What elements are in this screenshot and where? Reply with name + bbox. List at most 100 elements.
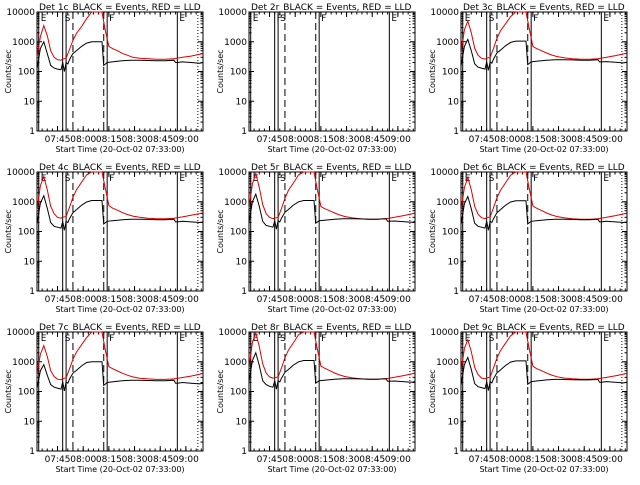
x-tick-label: 08:30 (334, 295, 360, 305)
x-tick-label: 08:45 (359, 135, 385, 145)
series-line-events (460, 355, 628, 391)
x-tick-label: 08:00 (70, 135, 96, 145)
marker-label: F (533, 334, 538, 344)
marker-label: S (65, 14, 71, 24)
panel-8: 1 10 100 1000 10000 07:45 08:00 08:15 08:30 08:45… (216, 323, 416, 474)
series-line-events (36, 361, 204, 391)
marker-label: E (603, 14, 609, 24)
panel-title: Det 8r BLACK = Events, RED = LLD (251, 323, 411, 333)
x-tick-label: 08:45 (571, 135, 597, 145)
x-axis-title: Start Time (20-Oct-02 07:33:00) (55, 145, 184, 154)
y-tick-label: 1000 (12, 38, 35, 48)
x-tick-label: 08:30 (334, 135, 360, 145)
y-tick-label: 1 (453, 287, 459, 297)
x-tick-label: 07:45 (257, 135, 283, 145)
x-tick-label: 08:00 (282, 295, 308, 305)
y-tick-label: 1000 (12, 198, 35, 208)
marker-label: F (533, 14, 538, 24)
series-line-lld (36, 171, 204, 220)
marker-label: S (65, 334, 71, 344)
panel-title-legend: BLACK = Events, RED = LLD (497, 163, 625, 173)
x-tick-label: 08:30 (546, 295, 572, 305)
plot-frame (460, 11, 628, 132)
marker-label: F (109, 14, 114, 24)
y-tick-label: 10 (24, 97, 36, 107)
panel-title: Det 2r BLACK = Events, RED = LLD (251, 3, 411, 13)
marker-label: S (489, 14, 495, 24)
x-tick-label: 08:45 (359, 295, 385, 305)
y-axis-title: Counts/sec (4, 369, 13, 413)
marker-label: E (603, 174, 609, 184)
x-tick-label: 07:45 (257, 295, 283, 305)
panel-title: Det 6c BLACK = Events, RED = LLD (463, 163, 625, 173)
panel-title-legend: BLACK = Events, RED = LLD (73, 323, 201, 333)
marker-label: F (321, 334, 326, 344)
marker-label: E (391, 174, 397, 184)
panel-2: 1 10 100 1000 10000 07:45 08:00 08:15 08:30 08:45… (216, 3, 416, 154)
y-tick-label: 100 (230, 388, 247, 398)
y-tick-label: 100 (442, 388, 459, 398)
y-tick-label: 10 (236, 257, 248, 267)
y-tick-label: 10 (236, 97, 248, 107)
y-tick-label: 10000 (6, 168, 35, 178)
x-axis-title: Start Time (20-Oct-02 07:33:00) (479, 305, 608, 314)
panel-title-det: Det 3c (463, 3, 493, 13)
plot-frame (36, 11, 204, 132)
y-tick-label: 1 (241, 287, 247, 297)
x-tick-label: 07:45 (469, 455, 495, 465)
y-tick-label: 10 (448, 417, 460, 427)
marker-label: F (277, 334, 282, 344)
x-tick-label: 08:00 (494, 135, 520, 145)
x-axis-title: Start Time (20-Oct-02 07:33:00) (479, 465, 608, 474)
panel-6: 1 10 100 1000 10000 07:45 08:00 08:15 08:30 08:45… (428, 163, 628, 314)
y-tick-label: 1 (29, 287, 35, 297)
y-tick-label: 10 (24, 257, 36, 267)
series-line-lld (248, 171, 416, 220)
series-line-events (460, 195, 628, 231)
marker-label: E (41, 334, 47, 344)
y-tick-label: 10000 (6, 8, 35, 18)
x-tick-label: 09:00 (385, 455, 411, 465)
series-line-lld (460, 171, 628, 220)
x-tick-label: 08:30 (334, 455, 360, 465)
x-tick-label: 08:00 (70, 295, 96, 305)
y-tick-label: 1 (453, 127, 459, 137)
y-tick-label: 100 (442, 228, 459, 238)
marker-label: F (109, 334, 114, 344)
plot-frame (36, 171, 204, 292)
y-tick-label: 1 (241, 447, 247, 457)
series-line-lld (460, 11, 628, 60)
panel-title-legend: BLACK = Events, RED = LLD (497, 3, 625, 13)
marker-label: E (253, 174, 259, 184)
x-tick-label: 09:00 (173, 295, 199, 305)
x-tick-label: 07:45 (45, 455, 71, 465)
panel-title: Det 5r BLACK = Events, RED = LLD (251, 163, 411, 173)
y-tick-label: 1 (29, 127, 35, 137)
panel-title: Det 9c BLACK = Events, RED = LLD (463, 323, 625, 333)
x-axis-title: Start Time (20-Oct-02 07:33:00) (267, 465, 396, 474)
y-tick-label: 100 (230, 68, 247, 78)
marker-label: F (321, 174, 326, 184)
y-tick-label: 1 (241, 127, 247, 137)
panel-title: Det 4c BLACK = Events, RED = LLD (39, 163, 201, 173)
x-tick-label: 08:15 (308, 135, 334, 145)
marker-label: E (41, 14, 47, 24)
x-tick-label: 08:15 (96, 135, 122, 145)
panel-title-det: Det 2r (251, 3, 280, 13)
y-tick-label: 1000 (436, 38, 459, 48)
series-line-lld (460, 331, 628, 380)
series-line-events (248, 351, 416, 390)
panel-title-det: Det 5r (251, 163, 280, 173)
y-axis-title: Counts/sec (428, 369, 437, 413)
x-tick-label: 08:45 (147, 135, 173, 145)
plot-frame (36, 331, 204, 452)
y-tick-label: 100 (230, 228, 247, 238)
y-tick-label: 1000 (224, 358, 247, 368)
panel-title-legend: BLACK = Events, RED = LLD (497, 323, 625, 333)
x-tick-label: 08:00 (494, 295, 520, 305)
plot-frame (248, 171, 416, 292)
x-tick-label: 07:45 (45, 295, 71, 305)
marker-label: E (179, 174, 185, 184)
y-axis-title: Counts/sec (428, 209, 437, 253)
panel-title: Det 1c BLACK = Events, RED = LLD (39, 3, 201, 13)
